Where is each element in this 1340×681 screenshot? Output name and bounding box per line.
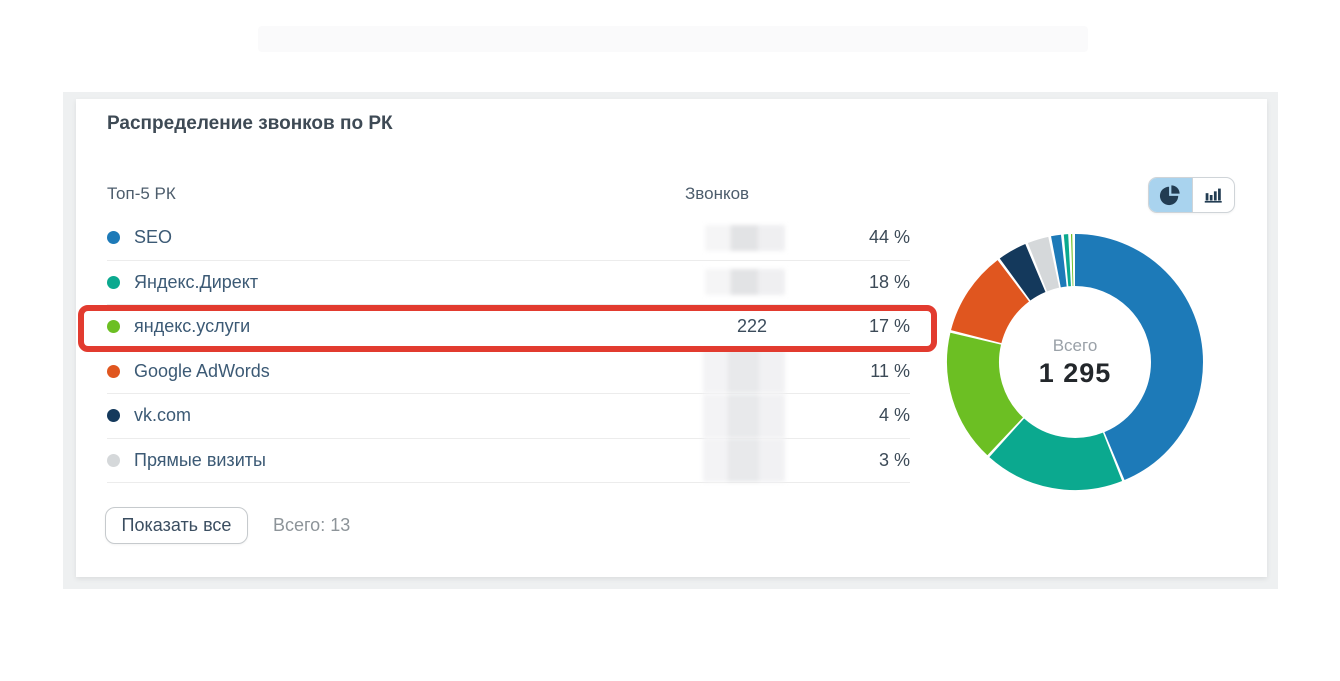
bar-chart-icon — [1205, 188, 1222, 203]
campaign-table-rows: SEO 44 % Яндекс.Директ 18 % яндекс.услуги 222… — [107, 216, 910, 483]
pie-chart-icon — [1160, 185, 1180, 206]
campaign-label[interactable]: vk.com — [134, 405, 192, 426]
donut-segment-яндекс.услуги[interactable] — [946, 233, 1204, 491]
donut-segment-Google AdWords[interactable] — [947, 233, 1203, 490]
bar-chart-toggle-button[interactable] — [1191, 178, 1235, 212]
percent-value: 18 % — [868, 271, 910, 292]
redacted-calls-value — [705, 224, 785, 251]
column-header-campaign: Топ-5 РК — [107, 184, 176, 203]
table-row[interactable]: Google AdWords 11 % — [107, 349, 910, 394]
table-row[interactable]: vk.com 4 % — [107, 393, 910, 439]
column-header-calls: Звонков — [685, 184, 750, 203]
percent-value: 3 % — [878, 449, 910, 470]
table-row[interactable]: SEO 44 % — [107, 216, 910, 261]
chart-type-toggle — [1148, 177, 1235, 213]
donut-segment-Прямые визиты[interactable] — [946, 233, 1204, 491]
calls-value — [647, 438, 785, 483]
series-color-dot — [107, 409, 120, 423]
calls-value — [647, 216, 785, 260]
card-title: Распределение звонков по РК — [107, 113, 393, 134]
redacted-calls-value — [703, 438, 785, 483]
campaign-label[interactable]: яндекс.услуги — [134, 316, 251, 337]
campaign-label[interactable]: Google AdWords — [134, 360, 270, 381]
redacted-calls-value — [705, 269, 785, 296]
donut-segment-unlabeled-2[interactable] — [947, 234, 1203, 490]
table-row[interactable]: Прямые визиты 3 % — [107, 438, 910, 483]
series-color-dot — [107, 453, 120, 467]
series-color-dot — [107, 320, 120, 334]
series-color-dot — [107, 275, 120, 289]
series-color-dot — [107, 231, 120, 245]
redacted-calls-value — [703, 393, 785, 438]
percent-value: 17 % — [868, 316, 910, 337]
calls-value — [647, 393, 785, 438]
campaign-label[interactable]: Яндекс.Директ — [134, 271, 259, 292]
table-row[interactable]: Яндекс.Директ 18 % — [107, 261, 910, 305]
redacted-header-band — [258, 26, 1088, 52]
donut-segment-vk.com[interactable] — [946, 233, 1204, 491]
pie-chart-toggle-button[interactable] — [1149, 178, 1192, 212]
percent-value: 4 % — [878, 405, 910, 426]
series-color-dot — [107, 364, 120, 378]
percent-value: 11 % — [870, 360, 910, 381]
campaign-label[interactable]: Прямые визиты — [134, 449, 266, 470]
campaign-label[interactable]: SEO — [134, 227, 173, 248]
calls-value — [647, 349, 785, 394]
donut-segment-SEO[interactable] — [947, 234, 1203, 490]
redacted-calls-value — [703, 349, 785, 394]
donut-segment-unlabeled-3[interactable] — [947, 234, 1203, 490]
calls-value — [647, 261, 785, 305]
show-all-button[interactable]: Показать все — [105, 507, 248, 544]
percent-value: 44 % — [868, 227, 910, 248]
donut-chart[interactable] — [946, 233, 1204, 491]
campaigns-total-label: Всего: 13 — [273, 515, 351, 535]
calls-distribution-card: Распределение звонков по РК Топ-5 РК Зво… — [76, 99, 1267, 577]
table-row[interactable]: яндекс.услуги 222 17 % — [107, 305, 910, 350]
calls-value: 222 — [736, 316, 767, 337]
donut-chart-svg[interactable] — [946, 233, 1204, 491]
